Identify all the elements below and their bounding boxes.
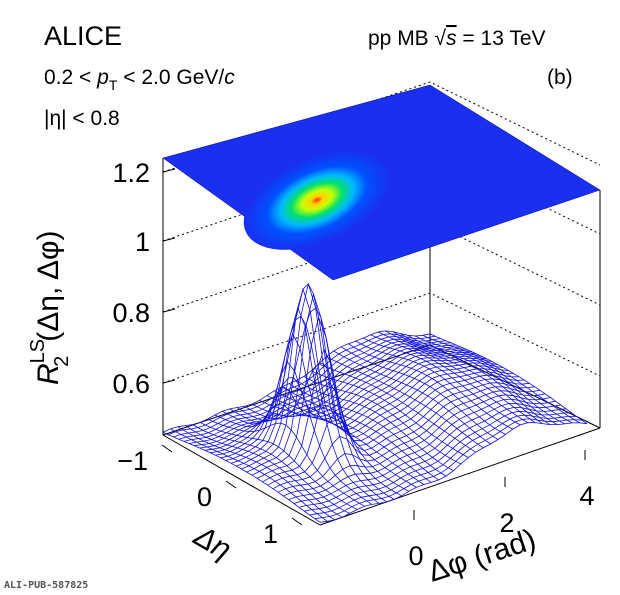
mesh-line-phi <box>281 386 439 481</box>
mesh-line-eta <box>215 353 483 456</box>
y-tick-label: 0 <box>197 482 212 512</box>
mesh-line-phi <box>429 333 588 425</box>
mesh-line-phi <box>392 331 551 425</box>
mesh-line-phi <box>296 380 454 471</box>
mesh-line-phi <box>303 376 462 465</box>
mesh-line-phi <box>311 370 469 458</box>
z-tick-mark <box>162 308 176 313</box>
mesh-line-phi <box>185 425 343 518</box>
mesh-line-phi <box>377 331 536 423</box>
mesh-line-phi <box>192 424 350 514</box>
z-tick-label: 0.6 <box>112 369 150 399</box>
z-tick-mark <box>162 379 176 384</box>
mesh-line-phi <box>415 335 573 424</box>
y-tick-label: −1 <box>117 446 148 476</box>
z-axis-title: RLS 2(Δη, Δφ) <box>27 231 73 385</box>
mesh-line-phi <box>333 350 491 445</box>
z-tick-label: 0.8 <box>112 298 150 328</box>
svg-text:0.2 < pT < 2.0 GeV/c: 0.2 < pT < 2.0 GeV/c <box>44 66 235 93</box>
mesh-line-phi <box>355 340 513 430</box>
mesh-line-phi <box>162 431 321 523</box>
mesh-line-phi <box>207 418 365 507</box>
mesh-line-eta <box>283 394 551 497</box>
x-axis-ticks: 0 2 4 <box>408 450 595 571</box>
mesh-line-phi <box>385 330 543 424</box>
z-gridline <box>162 292 601 384</box>
x-tick-label: 4 <box>579 481 594 511</box>
y-tick-mark <box>161 444 173 453</box>
svg-text:pp MB √s = 13 TeV: pp MB √s = 13 TeV <box>368 27 546 50</box>
mesh-line-phi <box>326 356 484 449</box>
y-axis-title: Δη <box>188 519 237 566</box>
y-tick-mark <box>291 517 303 526</box>
mesh-line-phi <box>274 390 432 483</box>
mesh-line-phi <box>236 307 395 500</box>
mesh-line-eta <box>230 306 499 464</box>
mesh-line-phi <box>348 343 506 435</box>
mesh-line-phi <box>177 426 336 521</box>
x-tick-label: 2 <box>499 508 514 538</box>
experiment-label: ALICE <box>44 21 122 51</box>
mesh-line-phi <box>259 400 417 488</box>
mesh-line-phi <box>170 428 328 522</box>
figure-id: ALI-PUB-587825 <box>4 580 88 591</box>
y-tick-label: 1 <box>263 519 278 549</box>
x-axis-title: Δφ (rad) <box>424 523 540 589</box>
mesh-line-eta <box>267 382 535 486</box>
z-tick-label: 1.2 <box>112 158 150 188</box>
mesh-line-phi <box>363 337 521 426</box>
mesh-line-phi <box>288 383 447 477</box>
y-tick-mark <box>225 480 237 489</box>
mesh-line-phi <box>199 422 358 510</box>
mesh-line-phi <box>400 333 558 425</box>
z-tick-mark <box>162 237 176 242</box>
z-axis-ticks: 0.6 0.8 1 1.2 <box>112 158 176 399</box>
z-gridline <box>162 81 601 173</box>
y-axis-ticks: −1 0 1 <box>117 444 303 549</box>
mesh-line-phi <box>266 395 425 485</box>
mesh-line-phi <box>422 334 580 424</box>
mesh-line-phi <box>318 363 477 453</box>
mesh-line-eta <box>194 345 462 447</box>
mesh-line-phi <box>407 334 565 425</box>
mesh-line-phi <box>251 403 410 492</box>
z-tick-mark <box>162 168 176 173</box>
surface-mesh <box>162 282 588 523</box>
color-map <box>162 84 601 281</box>
system-label: pp MB √s = 13 TeV <box>368 27 546 50</box>
z-tick-label: 1 <box>135 227 150 257</box>
x-tick-label: 0 <box>408 541 423 571</box>
mesh-line-phi <box>222 315 380 504</box>
mesh-line-phi <box>370 334 528 424</box>
panel-label: (b) <box>547 66 573 89</box>
mesh-line-phi <box>229 283 388 503</box>
eta-cut-label: |η| < 0.8 <box>44 107 120 130</box>
color-map-peak <box>243 150 391 250</box>
pt-cut-label: 0.2 < pT < 2.0 GeV/c <box>44 66 235 93</box>
mesh-line-phi <box>340 346 499 440</box>
mesh-line-phi <box>244 362 402 497</box>
